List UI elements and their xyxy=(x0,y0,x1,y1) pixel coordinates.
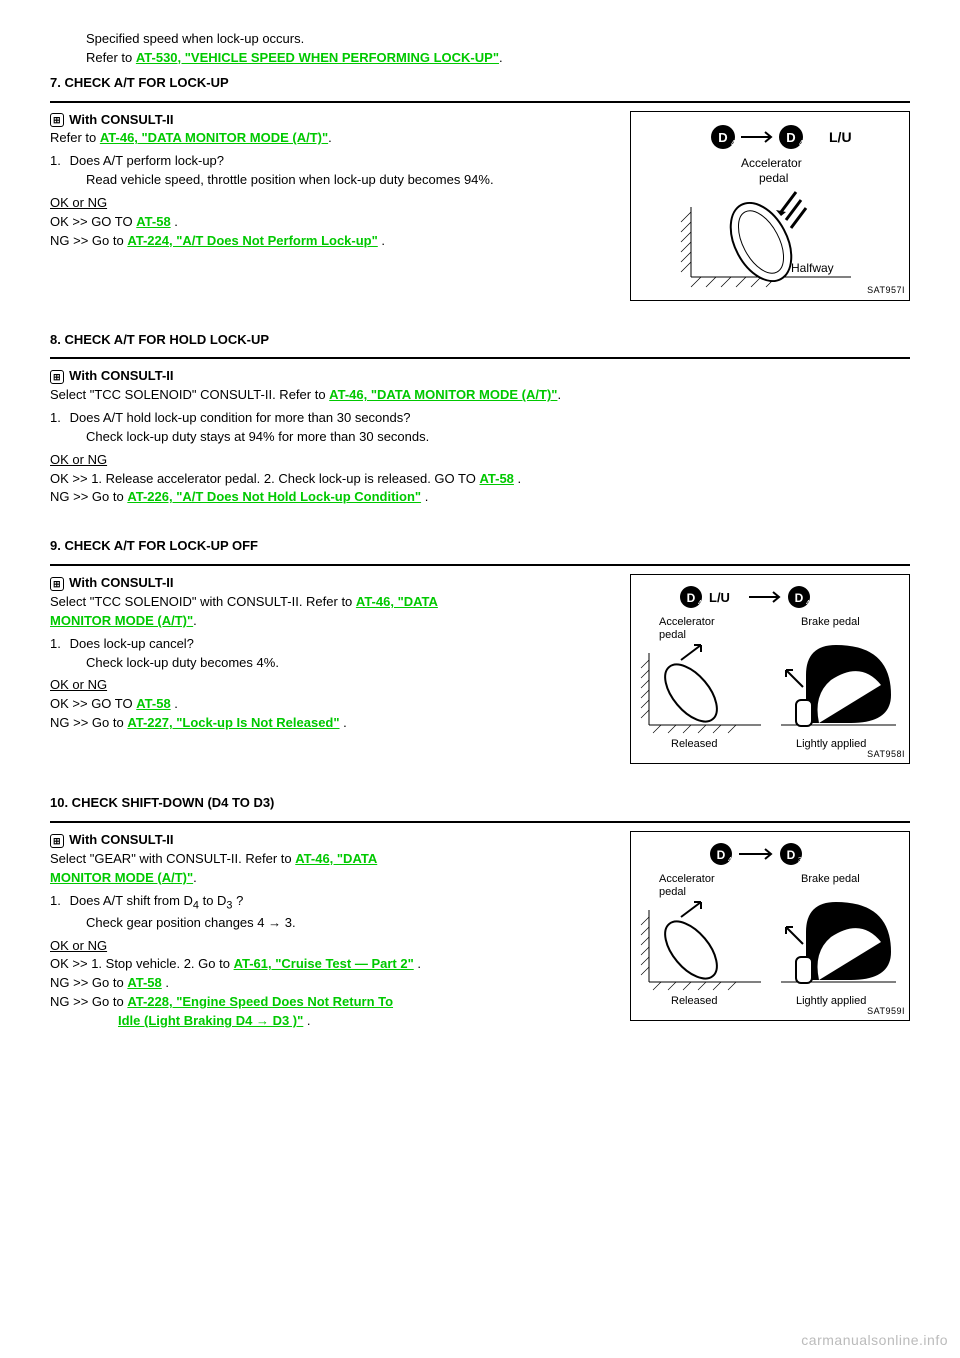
step10-ng-linkB2[interactable]: Idle (Light Braking D4 → D3 )" xyxy=(118,1013,303,1028)
step9-note: Check lock-up duty becomes 4%. xyxy=(50,654,610,673)
svg-text:4: 4 xyxy=(799,139,804,148)
step9-figure: D 4 L/U D 4 Accelerator pedal Brake peda… xyxy=(630,574,910,764)
step7-ng-link[interactable]: AT-224, "A/T Does Not Perform Lock-up" xyxy=(127,233,377,248)
svg-text:L/U: L/U xyxy=(829,129,852,145)
svg-text:Accelerator: Accelerator xyxy=(741,156,802,170)
consult-icon: ⊞ xyxy=(50,370,64,384)
svg-text:D: D xyxy=(717,848,726,862)
consult-icon: ⊞ xyxy=(50,113,64,127)
svg-text:Accelerator: Accelerator xyxy=(659,616,715,628)
step7-consult: With CONSULT-II xyxy=(69,112,173,127)
step9-heading: 9. CHECK A/T FOR LOCK-UP OFF xyxy=(50,537,910,556)
divider xyxy=(50,357,910,359)
svg-text:3: 3 xyxy=(798,857,802,864)
svg-text:D: D xyxy=(687,591,696,605)
step7-note: Read vehicle speed, throttle position wh… xyxy=(50,171,610,190)
svg-text:Brake pedal: Brake pedal xyxy=(801,616,860,628)
fig-tag: SAT957I xyxy=(867,284,905,297)
svg-text:pedal: pedal xyxy=(659,629,686,641)
svg-text:Released: Released xyxy=(671,738,717,750)
step8-heading: 8. CHECK A/T FOR HOLD LOCK-UP xyxy=(50,331,910,350)
step10-consult: With CONSULT-II xyxy=(69,832,173,847)
step8-note: Check lock-up duty stays at 94% for more… xyxy=(50,428,910,447)
intro-refer: Refer to xyxy=(86,50,136,65)
svg-text:pedal: pedal xyxy=(659,886,686,898)
step10-heading: 10. CHECK SHIFT-DOWN (D4 TO D3) xyxy=(50,794,910,813)
svg-text:Released: Released xyxy=(671,995,717,1007)
step9-ok-link[interactable]: AT-58 xyxy=(136,696,170,711)
svg-text:Brake pedal: Brake pedal xyxy=(801,873,860,885)
svg-text:Halfway: Halfway xyxy=(791,261,834,275)
divider xyxy=(50,564,910,566)
step9-link1b[interactable]: MONITOR MODE (A/T)" xyxy=(50,613,193,628)
step7-heading: 7. CHECK A/T FOR LOCK-UP xyxy=(50,74,910,93)
fig-tag: SAT959I xyxy=(867,1005,905,1018)
step10-ok-link[interactable]: AT-61, "Cruise Test — Part 2" xyxy=(234,956,414,971)
step8-consult: With CONSULT-II xyxy=(69,368,173,383)
svg-text:4: 4 xyxy=(806,600,810,607)
step7-q: Does A/T perform lock-up? xyxy=(70,153,224,168)
consult-icon: ⊞ xyxy=(50,834,64,848)
consult-icon: ⊞ xyxy=(50,577,64,591)
svg-text:4: 4 xyxy=(698,600,702,607)
svg-text:D: D xyxy=(787,848,796,862)
okng-label: OK or NG xyxy=(50,194,610,213)
divider xyxy=(50,101,910,103)
okng-label: OK or NG xyxy=(50,937,610,956)
step7-link1[interactable]: AT-46, "DATA MONITOR MODE (A/T)" xyxy=(100,130,328,145)
step10-figure: D 4 D 3 Accelerator pedal Brake pedal xyxy=(630,831,910,1021)
step7-section: ⊞ With CONSULT-II Refer to AT-46, "DATA … xyxy=(50,111,910,301)
svg-text:pedal: pedal xyxy=(759,171,788,185)
step8-ok-link[interactable]: AT-58 xyxy=(479,471,513,486)
step8-link1[interactable]: AT-46, "DATA MONITOR MODE (A/T)" xyxy=(329,387,557,402)
intro-link[interactable]: AT-530, "VEHICLE SPEED WHEN PERFORMING L… xyxy=(136,50,499,65)
step10-ng-linkB[interactable]: AT-228, "Engine Speed Does Not Return To xyxy=(127,994,393,1009)
step10-ng-linkA[interactable]: AT-58 xyxy=(127,975,161,990)
step10-link1b[interactable]: MONITOR MODE (A/T)" xyxy=(50,870,193,885)
divider xyxy=(50,821,910,823)
svg-text:4: 4 xyxy=(728,857,732,864)
intro-block: Specified speed when lock-up occurs. Ref… xyxy=(50,30,910,68)
step8-ng-link[interactable]: AT-226, "A/T Does Not Hold Lock-up Condi… xyxy=(127,489,421,504)
intro-line1: Specified speed when lock-up occurs. xyxy=(86,31,304,46)
step7-figure: D 4 D 4 L/U Accelerator pedal xyxy=(630,111,910,301)
svg-text:L/U: L/U xyxy=(709,590,730,605)
step7-ok-link[interactable]: AT-58 xyxy=(136,214,170,229)
fig-tag: SAT958I xyxy=(867,748,905,761)
svg-text:D: D xyxy=(786,130,795,145)
svg-text:D: D xyxy=(795,591,804,605)
step9-consult: With CONSULT-II xyxy=(69,575,173,590)
step9-link1a[interactable]: AT-46, "DATA xyxy=(356,594,438,609)
step8-q: Does A/T hold lock-up condition for more… xyxy=(70,410,411,425)
svg-text:Lightly applied: Lightly applied xyxy=(796,738,866,750)
step10-section: ⊞ With CONSULT-II Select "GEAR" with CON… xyxy=(50,831,910,1031)
step9-q: Does lock-up cancel? xyxy=(70,636,194,651)
step8-section: ⊞ With CONSULT-II Select "TCC SOLENOID" … xyxy=(50,367,910,507)
svg-text:4: 4 xyxy=(731,139,736,148)
okng-label: OK or NG xyxy=(50,451,910,470)
watermark: carmanualsonline.info xyxy=(801,1330,948,1350)
svg-text:Accelerator: Accelerator xyxy=(659,873,715,885)
okng-label: OK or NG xyxy=(50,676,610,695)
svg-text:Lightly applied: Lightly applied xyxy=(796,995,866,1007)
step9-ng-link[interactable]: AT-227, "Lock-up Is Not Released" xyxy=(127,715,339,730)
step10-note: Check gear position changes 4 → 3. xyxy=(50,914,610,933)
step9-section: ⊞ With CONSULT-II Select "TCC SOLENOID" … xyxy=(50,574,910,764)
svg-text:D: D xyxy=(718,130,727,145)
step10-link1a[interactable]: AT-46, "DATA xyxy=(295,851,377,866)
